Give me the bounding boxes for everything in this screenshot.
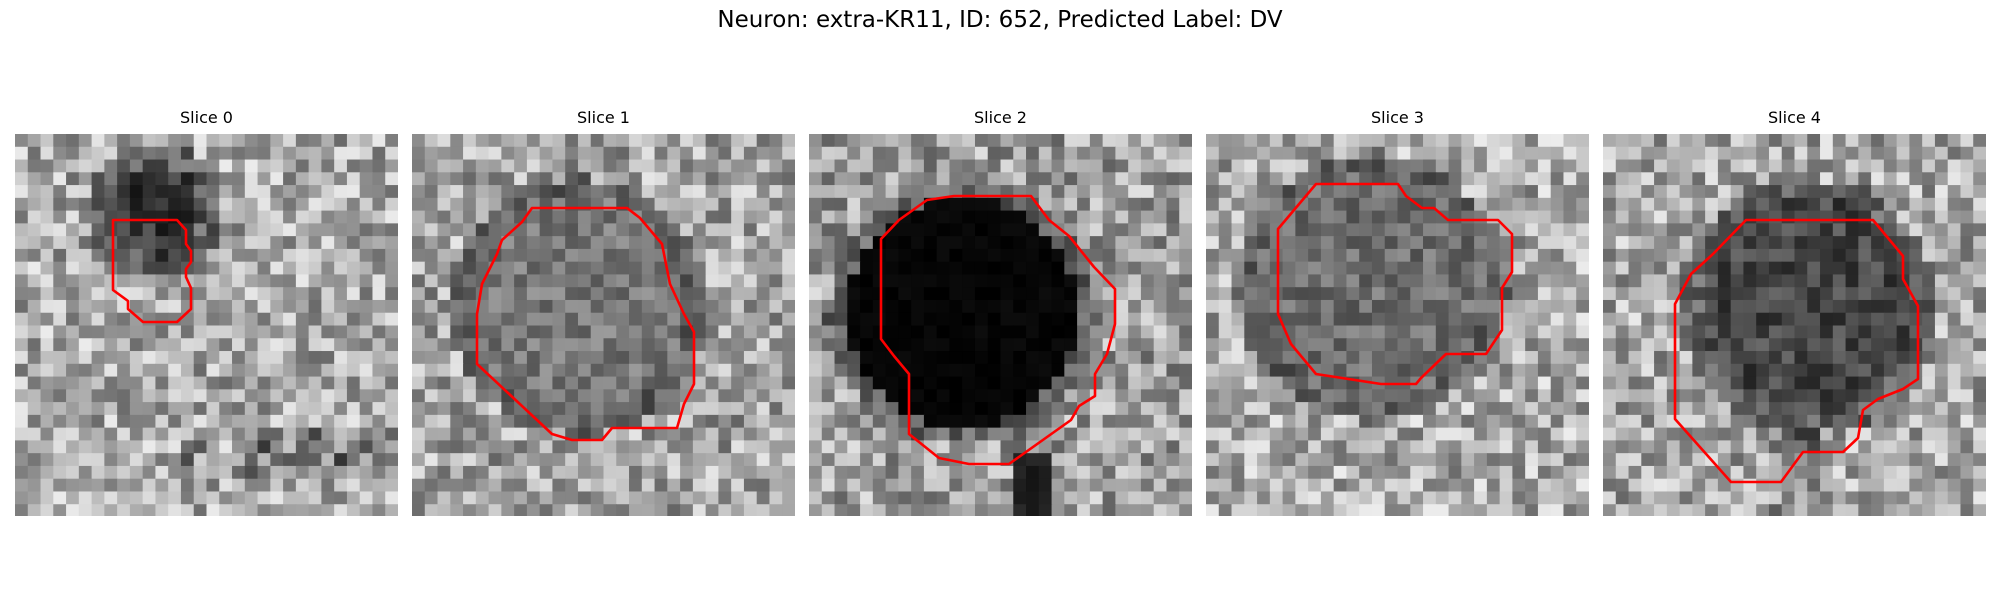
slice-image-1 bbox=[412, 134, 795, 516]
cell-outline bbox=[1673, 218, 1920, 484]
slice-image-0 bbox=[15, 134, 398, 516]
cell-outline bbox=[1276, 182, 1514, 386]
slice-title: Slice 4 bbox=[1768, 108, 1821, 127]
figure-title: Neuron: extra-KR11, ID: 652, Predicted L… bbox=[717, 7, 1283, 33]
cell-outline bbox=[111, 218, 193, 324]
slice-title: Slice 3 bbox=[1371, 108, 1424, 127]
slice-title: Slice 0 bbox=[180, 108, 233, 127]
slice-image-4 bbox=[1603, 134, 1986, 516]
slice-image-3 bbox=[1206, 134, 1589, 516]
slice-image-2 bbox=[809, 134, 1192, 516]
slice-title: Slice 1 bbox=[577, 108, 630, 127]
slice-title: Slice 2 bbox=[974, 108, 1027, 127]
cell-outline bbox=[475, 206, 696, 442]
cell-outline bbox=[879, 194, 1117, 466]
